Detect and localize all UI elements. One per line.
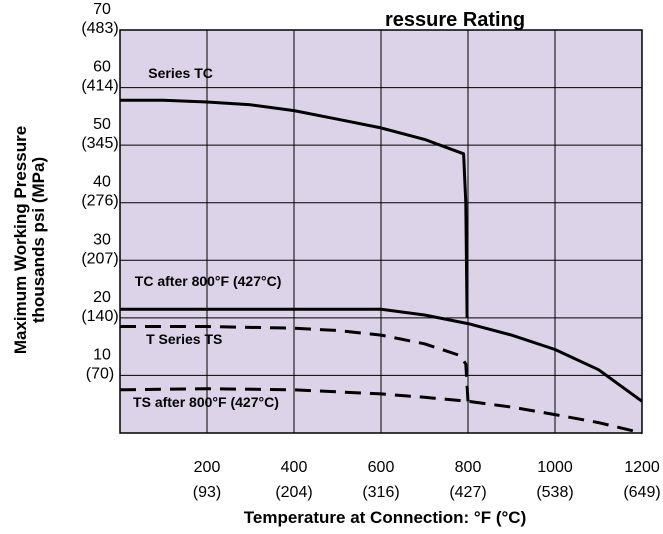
y-tick-label: 50 [93, 116, 111, 133]
y-axis-label-line2: thousands psi (MPa) [29, 157, 48, 323]
series-labels: Series TC TC after 800°F (427°C) T Series … [133, 65, 281, 410]
series-line [120, 325, 470, 402]
y-tick-label: 60 [93, 59, 111, 76]
x-tick-label: 1200 [624, 459, 660, 476]
y-axis-label-line1: Maximum Working Pressure [11, 126, 30, 354]
x-tick-label: 200 [194, 459, 221, 476]
y-tick-sublabel: (70) [86, 365, 114, 382]
chart-title: ressure Rating [385, 9, 525, 31]
x-tick-sublabel: (93) [193, 484, 221, 501]
y-tick-label: 70 [93, 1, 111, 18]
y-tick-sublabel: (483) [81, 20, 118, 37]
x-tick-label: 800 [455, 459, 482, 476]
y-tick-sublabel: (207) [81, 250, 118, 267]
y-tick-label: 40 [93, 174, 111, 191]
series-label: T Series TS [146, 331, 222, 347]
x-axis-label: Temperature at Connection: °F (°C) [244, 508, 526, 527]
x-tick-sublabel: (649) [623, 484, 660, 501]
x-tick-label: 1000 [537, 459, 573, 476]
x-tick-sublabel: (427) [449, 484, 486, 501]
x-tick-sublabel: (316) [362, 484, 399, 501]
y-tick-label: 30 [93, 231, 111, 248]
x-axis-ticks: 200 (93) 400 (204) 600 (316) 800 (427) 1000 (538)… [193, 459, 661, 501]
series-label: TC after 800°F (427°C) [135, 273, 282, 289]
x-tick-sublabel: (204) [275, 484, 312, 501]
grid [120, 30, 642, 433]
x-tick-label: 600 [368, 459, 395, 476]
y-tick-label: 10 [93, 346, 111, 363]
y-tick-sublabel: (140) [81, 308, 118, 325]
series-lines [119, 98, 643, 435]
y-tick-sublabel: (414) [81, 78, 118, 95]
x-tick-label: 400 [281, 459, 308, 476]
series-line [120, 307, 643, 403]
y-tick-sublabel: (345) [81, 135, 118, 152]
x-tick-sublabel: (538) [536, 484, 573, 501]
y-axis-label: Maximum Working Pressure thousands psi (… [11, 126, 48, 354]
series-label: Series TC [148, 65, 213, 81]
series-line [119, 387, 643, 435]
y-axis-ticks: 10 (70) 20 (140) 30 (207) 40 (276) 50 (345) 60 (414… [81, 1, 118, 382]
series-line [120, 98, 469, 318]
y-tick-sublabel: (276) [81, 193, 118, 210]
y-tick-label: 20 [93, 289, 111, 306]
series-label: TS after 800°F (427°C) [133, 394, 279, 410]
